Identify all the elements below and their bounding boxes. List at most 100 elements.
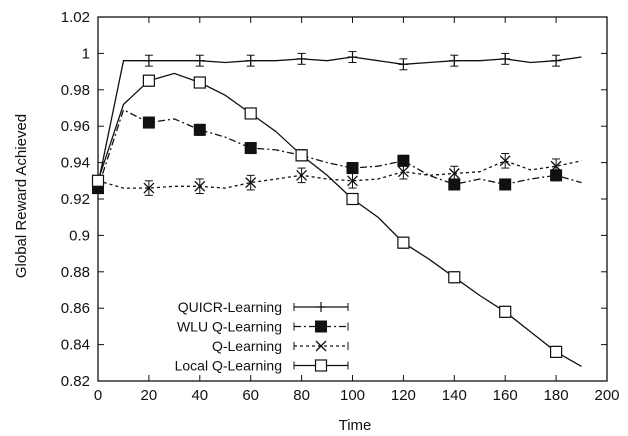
y-tick-label: 0.94 (61, 155, 90, 172)
marker-filled-square (315, 320, 327, 333)
data-point-q-learning (296, 169, 308, 181)
x-tick-label: 40 (191, 387, 208, 404)
data-point-local-q-learning (295, 149, 308, 162)
data-point-local-q-learning (142, 74, 155, 87)
legend-marker-wlu-q-learning (315, 320, 327, 333)
y-tick-label: 0.86 (61, 300, 90, 317)
data-point-q-learning (143, 182, 155, 194)
data-point-q-learning (397, 166, 409, 178)
data-point-local-q-learning (193, 76, 206, 89)
marker-x-b (194, 180, 206, 192)
marker-x-b (499, 155, 511, 167)
y-tick-label: 1 (82, 45, 90, 62)
marker-x-b (550, 160, 562, 172)
marker-open-square (499, 305, 512, 318)
marker-open-square (244, 107, 257, 120)
marker-x-b (315, 340, 327, 352)
marker-filled-square (142, 116, 155, 129)
data-point-wlu-q-learning (499, 178, 512, 191)
series-line-local-q-learning (97, 72, 582, 367)
marker-open-square (448, 271, 461, 284)
x-axis-label: Time (339, 417, 372, 434)
data-point-quicr-learning (347, 52, 358, 63)
data-point-quicr-learning (551, 55, 562, 66)
data-point-q-learning (448, 168, 460, 179)
marker-x-b (296, 169, 308, 181)
data-point-q-learning (499, 155, 511, 167)
legend-marker-q-learning (315, 340, 327, 352)
y-tick-label: 1.02 (61, 9, 90, 26)
data-point-quicr-learning (296, 53, 307, 64)
x-tick-label: 100 (340, 387, 365, 404)
marker-x-b (143, 182, 155, 194)
marker-open-square (142, 74, 155, 87)
marker-filled-square (244, 142, 257, 155)
legend-marker-quicr-learning (316, 302, 326, 312)
y-tick-label: 0.92 (61, 191, 90, 208)
y-tick-label: 0.96 (61, 118, 90, 135)
data-point-quicr-learning (245, 55, 256, 66)
y-tick-label: 0.82 (61, 373, 90, 390)
data-point-q-learning (194, 180, 206, 192)
x-tick-label: 180 (544, 387, 569, 404)
data-point-local-q-learning (397, 236, 410, 249)
x-tick-label: 140 (442, 387, 467, 404)
marker-open-square (314, 359, 328, 372)
data-point-quicr-learning (449, 55, 460, 66)
data-point-q-learning (347, 175, 358, 187)
legend: QUICR-Learning WLU Q-Learning Q-Learning Lo… (175, 299, 349, 374)
data-point-quicr-learning (398, 59, 409, 70)
y-tick-label: 0.88 (61, 264, 90, 281)
marker-filled-square (346, 162, 359, 175)
data-point-wlu-q-learning (142, 116, 155, 129)
series-q-learning (97, 153, 582, 196)
legend-label-wlu-q-learning: WLU Q-Learning (177, 319, 282, 335)
legend-label-quicr-learning: QUICR-Learning (178, 299, 282, 315)
y-tick-label: 0.98 (61, 82, 90, 99)
data-point-quicr-learning (194, 55, 205, 66)
data-point-q-learning (245, 177, 257, 189)
legend-label-local-q-learning: Local Q-Learning (175, 358, 282, 374)
marker-open-square (193, 76, 206, 89)
data-point-quicr-learning (500, 53, 511, 64)
data-point-wlu-q-learning (244, 142, 257, 155)
x-tick-label: 200 (594, 387, 619, 404)
series-quicr-learning (97, 51, 582, 185)
series-line-wlu-q-learning (97, 108, 582, 189)
x-tick-label: 60 (242, 387, 259, 404)
marker-filled-square (193, 123, 206, 136)
series-wlu-q-learning (92, 108, 582, 195)
x-tick-label: 20 (141, 387, 158, 404)
x-tick-label: 0 (94, 387, 102, 404)
data-point-local-q-learning (244, 107, 257, 120)
marker-open-square (295, 149, 308, 162)
data-point-local-q-learning (91, 174, 105, 187)
marker-open-square (91, 174, 105, 187)
marker-x-b (397, 166, 409, 178)
data-point-local-q-learning (549, 345, 563, 358)
marker-x-b (347, 175, 358, 187)
x-tick-label: 120 (391, 387, 416, 404)
legend-label-q-learning: Q-Learning (212, 338, 282, 354)
data-point-local-q-learning (448, 271, 461, 284)
data-point-local-q-learning (346, 192, 359, 206)
marker-filled-square (499, 178, 512, 191)
marker-x-b (245, 177, 257, 189)
data-point-local-q-learning (499, 305, 512, 318)
marker-open-square (397, 236, 410, 249)
marker-open-square (549, 345, 563, 358)
y-axis-label: Global Reward Achieved (13, 114, 30, 278)
data-point-q-learning (550, 160, 562, 172)
marker-x-b (448, 168, 460, 179)
data-point-wlu-q-learning (346, 162, 359, 175)
data-point-quicr-learning (143, 55, 154, 66)
marker-open-square (346, 192, 359, 206)
series-local-q-learning (91, 72, 582, 367)
x-tick-label: 160 (493, 387, 518, 404)
series-line-q-learning (97, 160, 582, 189)
data-point-wlu-q-learning (193, 123, 206, 136)
y-tick-label: 0.9 (69, 227, 90, 244)
y-tick-label: 0.84 (61, 337, 90, 354)
legend-marker-local-q-learning (314, 359, 328, 372)
